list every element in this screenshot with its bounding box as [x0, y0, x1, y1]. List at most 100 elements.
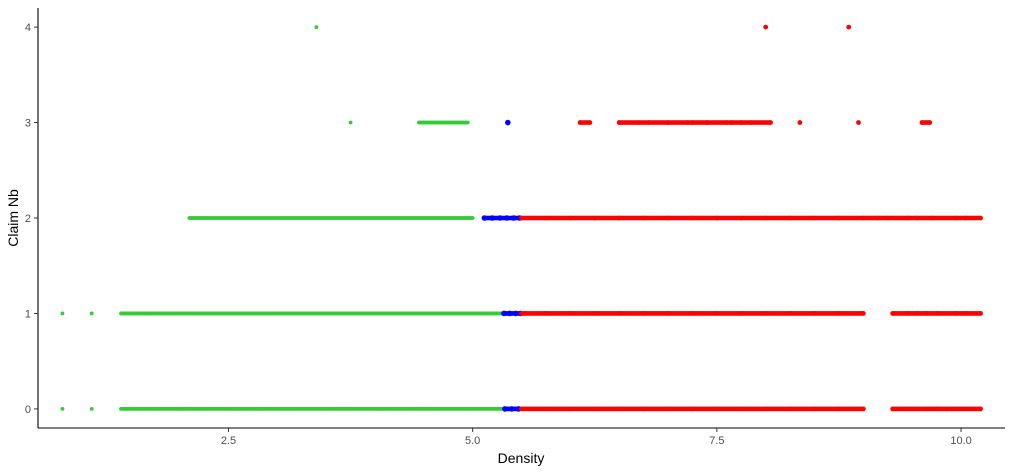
scatter-point	[763, 215, 769, 221]
scatter-point	[919, 120, 925, 125]
scatter-point	[812, 311, 817, 316]
y-tick-label: 1	[25, 308, 31, 320]
scatter-point	[567, 215, 573, 221]
scatter-point	[431, 407, 436, 411]
scatter-point	[797, 120, 803, 125]
scatter-point	[953, 311, 959, 316]
x-tick-label: 10.0	[950, 435, 971, 447]
scatter-point	[519, 406, 524, 412]
y-tick-label: 4	[25, 22, 31, 34]
scatter-point	[836, 311, 842, 316]
scatter-point	[265, 407, 270, 411]
scatter-point	[690, 215, 695, 221]
scatter-point	[641, 311, 646, 316]
scatter-point	[963, 215, 969, 221]
scatter-point	[470, 216, 475, 220]
scatter-point	[519, 311, 524, 316]
scatter-point	[592, 311, 598, 316]
scatter-point	[914, 311, 920, 316]
scatter-point	[216, 407, 221, 411]
y-tick-label: 3	[25, 118, 31, 130]
x-tick-label: 5.0	[465, 435, 480, 447]
scatter-point	[119, 311, 123, 316]
scatter-point	[787, 311, 793, 316]
scatter-point	[412, 311, 416, 316]
x-tick-label: 7.5	[709, 435, 724, 447]
scatter-point	[592, 406, 598, 412]
scatter-point	[763, 311, 769, 316]
scatter-point	[512, 310, 519, 317]
scatter-point	[904, 311, 910, 316]
scatter-point	[927, 120, 933, 125]
scatter-point	[685, 120, 690, 125]
scatter-point	[506, 310, 513, 317]
scatter-point	[216, 311, 221, 316]
scatter-point	[138, 311, 143, 316]
scatter-point	[890, 311, 896, 316]
scatter-point	[738, 406, 744, 412]
scatter-point	[294, 407, 299, 411]
scatter-point	[89, 311, 94, 316]
scatter-point	[392, 311, 397, 316]
scatter-point	[567, 406, 573, 412]
scatter-point	[392, 407, 397, 411]
scatter-point	[497, 215, 503, 221]
scatter-point	[836, 215, 842, 221]
scatter-point	[592, 215, 598, 221]
scatter-point	[665, 311, 671, 316]
scatter-point	[456, 120, 460, 125]
scatter-point	[924, 311, 930, 316]
scatter-point	[665, 406, 671, 412]
scatter-point	[260, 216, 265, 220]
scatter-point	[963, 311, 969, 316]
scatter-point	[690, 311, 695, 316]
scatter-point	[890, 406, 896, 412]
y-tick-label: 0	[25, 404, 31, 416]
scatter-point	[348, 120, 353, 125]
scatter-point	[505, 119, 511, 126]
scatter-point	[641, 406, 646, 412]
scatter-point	[275, 407, 280, 411]
x-tick-label: 2.5	[221, 435, 236, 447]
scatter-point	[690, 120, 695, 125]
scatter-point	[501, 310, 507, 317]
scatter-point	[431, 216, 436, 220]
scatter-point	[714, 311, 720, 316]
scatter-point	[490, 311, 495, 316]
scatter-point	[334, 216, 338, 220]
scatter-point	[729, 120, 734, 125]
scatter-point	[334, 311, 338, 316]
scatter-point	[543, 311, 549, 316]
scatter-point	[577, 120, 583, 125]
scatter-point	[353, 216, 358, 220]
scatter-point	[787, 406, 793, 412]
scatter-point	[187, 216, 192, 220]
scatter-point	[373, 407, 377, 411]
scatter-point	[636, 120, 642, 125]
scatter-point	[934, 406, 940, 412]
scatter-point	[353, 407, 358, 411]
scatter-point	[748, 120, 754, 125]
scatter-point	[270, 216, 275, 220]
scatter-point	[314, 25, 319, 29]
scatter-point	[860, 311, 866, 316]
scatter-point	[665, 215, 671, 221]
scatter-point	[519, 215, 524, 221]
scatter-point	[885, 215, 891, 221]
scatter-point	[236, 216, 241, 220]
scatter-point	[412, 407, 416, 411]
scatter-point	[836, 406, 842, 412]
scatter-point	[294, 311, 299, 316]
scatter-point	[216, 216, 221, 220]
scatter-point	[470, 311, 475, 316]
scatter-point	[489, 215, 496, 221]
scatter-point	[616, 406, 622, 412]
scatter-point	[158, 407, 163, 411]
scatter-point	[470, 407, 475, 411]
scatter-point	[255, 407, 260, 411]
scatter-point	[543, 406, 549, 412]
plot-area	[60, 24, 983, 412]
scatter-point	[353, 311, 358, 316]
scatter-point	[226, 407, 231, 411]
